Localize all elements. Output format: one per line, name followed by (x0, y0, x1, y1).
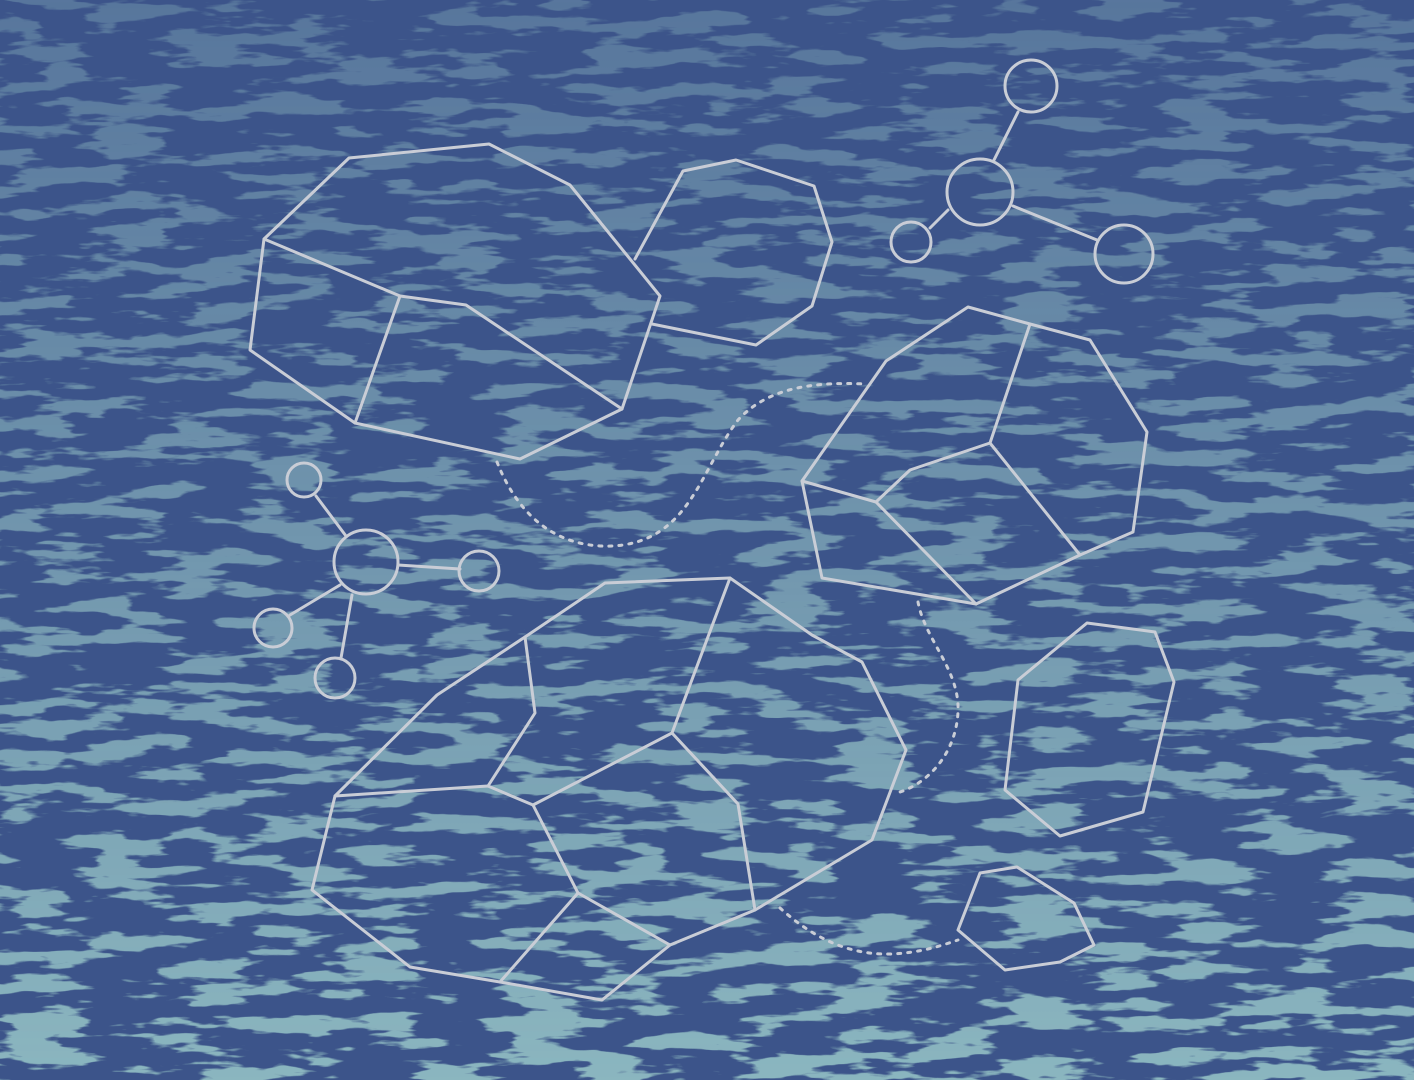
large-rock-top-left (248, 142, 662, 461)
medium-rock-right (800, 305, 1149, 606)
pebble-right (1003, 621, 1176, 838)
large-rock-bottom (310, 576, 908, 1002)
dotted-paths (495, 382, 960, 956)
molecule-left (252, 461, 501, 700)
small-rock-top-center (633, 158, 834, 347)
molecule-top-right (889, 58, 1155, 285)
small-pebble-bottom-right (956, 865, 1096, 972)
